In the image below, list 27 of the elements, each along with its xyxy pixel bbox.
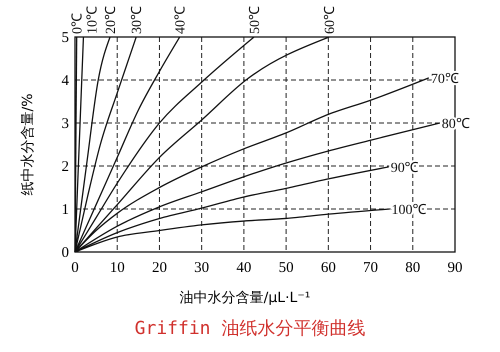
- y-tick-label: 4: [62, 73, 70, 89]
- y-tick-label: 1: [62, 202, 69, 218]
- x-tick-label: 10: [110, 260, 125, 276]
- text: 30℃: [130, 6, 146, 34]
- x-axis-title: 油中水分含量/μL·L⁻¹: [180, 290, 310, 306]
- text: 20℃: [104, 6, 120, 34]
- text: 10℃: [86, 6, 101, 34]
- x-tick-label: 70: [363, 260, 378, 276]
- x-tick-label: 30: [194, 260, 210, 276]
- x-tick-label: 50: [278, 260, 294, 276]
- text: 60℃: [323, 6, 338, 34]
- y-tick-label: 5: [62, 30, 69, 46]
- x-tick-label: 60: [320, 260, 336, 276]
- text: 50℃: [248, 6, 264, 34]
- text: 0℃: [70, 13, 86, 34]
- x-tick-label: 90: [448, 260, 462, 276]
- series-label: 90℃: [390, 160, 419, 176]
- y-tick-label: 2: [62, 159, 69, 175]
- text: 40℃: [174, 6, 189, 34]
- text: Griffin 油纸水分平衡曲线: [134, 318, 366, 339]
- y-tick-label: 0: [62, 245, 69, 261]
- series-label: 100℃: [392, 203, 427, 218]
- x-tick-label: 40: [236, 260, 252, 276]
- x-tick-label: 80: [405, 260, 420, 276]
- y-axis-title: 纸中水分含量/%: [20, 93, 36, 196]
- x-tick-label: 20: [152, 260, 167, 276]
- y-tick-label: 3: [62, 116, 69, 132]
